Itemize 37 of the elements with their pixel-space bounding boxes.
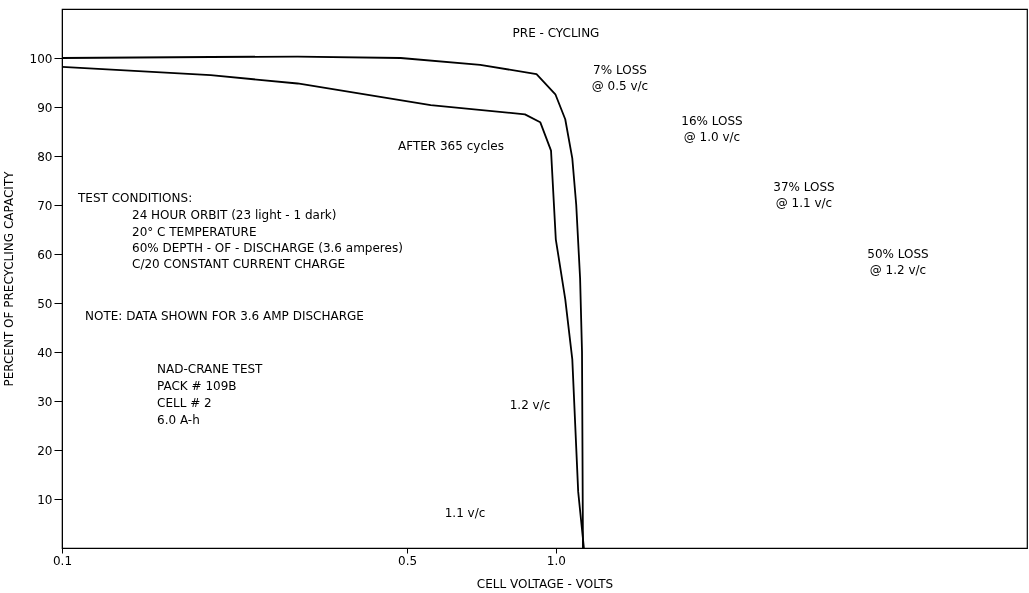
y-tick-label: 70 bbox=[37, 198, 53, 213]
annotation: @ 1.2 v/c bbox=[869, 263, 927, 277]
x-tick-label: 0.1 bbox=[52, 553, 73, 568]
annotation: PACK # 109B bbox=[157, 379, 237, 393]
annotation: @ 1.1 v/c bbox=[775, 196, 833, 210]
y-tick-label: 60 bbox=[37, 247, 53, 262]
annotation: 1.2 v/c bbox=[509, 398, 551, 412]
annotation: NAD-CRANE TEST bbox=[157, 362, 264, 376]
annotation: CELL # 2 bbox=[157, 396, 212, 410]
annotation: 37% LOSS bbox=[773, 180, 835, 194]
annotation: 60% DEPTH - OF - DISCHARGE (3.6 amperes) bbox=[132, 241, 403, 255]
annotation: @ 1.0 v/c bbox=[683, 130, 741, 144]
annotation: C/20 CONSTANT CURRENT CHARGE bbox=[132, 257, 346, 271]
annotation: 7% LOSS bbox=[593, 63, 647, 77]
annotation: 1.1 v/c bbox=[444, 506, 486, 520]
y-tick-label: 40 bbox=[37, 345, 53, 360]
annotation: NOTE: DATA SHOWN FOR 3.6 AMP DISCHARGE bbox=[85, 309, 364, 323]
text: PRE - CYCLING bbox=[512, 26, 600, 40]
y-tick-label: 20 bbox=[37, 443, 53, 458]
text: AFTER 365 cycles bbox=[398, 139, 504, 153]
y-tick-label: 90 bbox=[37, 100, 53, 115]
y-tick-label: 50 bbox=[37, 296, 53, 311]
annotation: 16% LOSS bbox=[681, 114, 743, 128]
annotation: 24 HOUR ORBIT (23 light - 1 dark) bbox=[132, 208, 337, 222]
annotation: 20° C TEMPERATURE bbox=[132, 225, 257, 239]
y-tick-label: 30 bbox=[37, 394, 53, 409]
y-tick-label: 10 bbox=[37, 492, 53, 507]
y-tick-label: 80 bbox=[37, 149, 53, 164]
annotation: @ 0.5 v/c bbox=[591, 79, 649, 93]
x-tick-label: 0.5 bbox=[398, 553, 418, 568]
x-axis-title: CELL VOLTAGE - VOLTS bbox=[476, 576, 614, 591]
annotation: TEST CONDITIONS: bbox=[77, 191, 193, 205]
x-tick-label: 1.0 bbox=[546, 553, 566, 568]
annotation: 6.0 A-h bbox=[157, 413, 200, 427]
y-tick-label: 100 bbox=[29, 51, 53, 66]
annotation: 50% LOSS bbox=[867, 247, 929, 261]
y-axis-title: PERCENT OF PRECYCLING CAPACITY bbox=[1, 170, 16, 387]
